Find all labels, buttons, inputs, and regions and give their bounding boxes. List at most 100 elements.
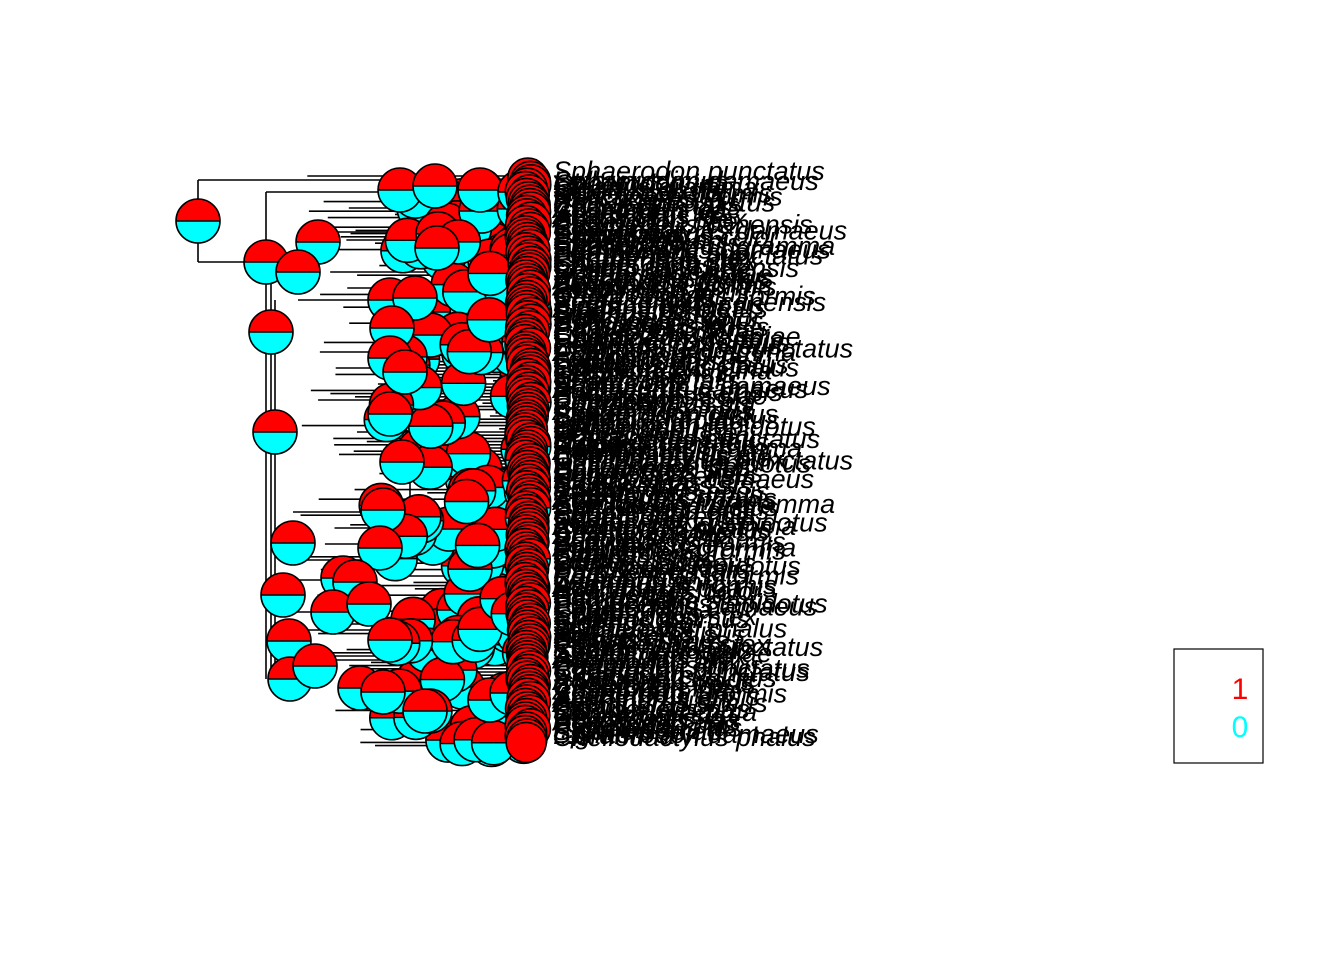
tip-label: Pomacentrus stex xyxy=(553,629,771,659)
internal-node-pie xyxy=(414,225,460,271)
tip-label: Sphaerodon dictus xyxy=(553,492,778,522)
tip-label: Chaetodon dictus xyxy=(553,318,763,348)
tip-label: Pomacentrus lepidotus xyxy=(553,508,828,538)
tip-label: Parupeneus ensis xyxy=(553,477,769,507)
tip-label-legible: ...tus xyxy=(553,408,612,438)
tip-label: Chaetodon imus xyxy=(553,278,750,308)
internal-node-pie xyxy=(248,309,294,355)
tip-label: Lethrinus ani xyxy=(553,343,709,373)
tip-label: Acanthurus phalus xyxy=(551,573,777,603)
internal-node-pies xyxy=(175,163,553,768)
internal-node-pie xyxy=(367,391,413,437)
tip-node-pie xyxy=(505,721,548,764)
tip-label: Chaetodon lepidotus xyxy=(553,551,801,581)
tip-label-legible: ...ia xyxy=(553,510,597,540)
tip-label: Chaetodon ensis xyxy=(553,461,756,491)
internal-node-pie xyxy=(346,581,392,627)
tip-label: Siganus sdiae xyxy=(553,716,723,746)
tip-label: Parupeneus stex xyxy=(553,244,757,274)
internal-node-pie xyxy=(367,617,413,663)
tip-label: Pomacentrus canensis xyxy=(553,287,826,317)
internal-node-pie xyxy=(443,478,490,525)
tip-label: Acanthurus iformis xyxy=(551,570,777,600)
tip-label: Acanthurus stex xyxy=(551,203,748,233)
tip-label: Cheilodactylus phalus xyxy=(553,722,816,752)
internal-node-pie xyxy=(382,349,428,395)
internal-node-pie xyxy=(402,688,448,734)
internal-node-pie xyxy=(252,409,298,455)
tip-label: Sphaerodon sus xyxy=(553,402,750,432)
tip-label: Siganus damaeus xyxy=(553,427,769,457)
tip-label: Pomacentrus sis xyxy=(553,390,753,420)
tip-label: Acanthurus dictus xyxy=(551,293,768,323)
tip-label: Chaetodon ia xyxy=(553,595,714,625)
tip-label-legible: ...ani xyxy=(553,572,613,602)
tip-label-legible: ...sis xyxy=(553,662,609,692)
tip-label: Scarus stex xyxy=(553,393,696,423)
tip-label: Chaetodon ani xyxy=(553,647,730,677)
tip-label: Scarus dae xyxy=(553,474,690,504)
legend-label-state-1: 1 xyxy=(1232,673,1249,706)
tip-label: Acanthurus phalus xyxy=(551,483,777,513)
tip-label: Scarus tus xyxy=(553,564,681,594)
tip-label: Lethrinus ani xyxy=(553,567,709,597)
tip-label: Cheilodactylus damaeus xyxy=(553,216,847,246)
internal-node-pie xyxy=(275,249,321,295)
tip-label: Parupeneus ia xyxy=(553,579,727,609)
tip-label: Halichoeres iformis xyxy=(553,324,783,354)
tip-label: Sphaerodon stex xyxy=(553,601,759,631)
internal-node-pie xyxy=(457,167,503,213)
tip-label: Pomacentrus ina xyxy=(553,315,756,345)
tip-label: Sphaerodon phalus xyxy=(553,613,787,643)
tip-label: Chaetodon pas xyxy=(553,710,736,740)
tip-label: Scarus talis xyxy=(553,582,693,612)
tip-label: Cheilodactylus sdiae xyxy=(553,321,801,351)
tip-label: Acanthurus stex xyxy=(551,436,748,466)
tip-label: Halichoeres ina xyxy=(553,703,739,733)
tip-label: Lethrinus sus xyxy=(553,414,714,444)
tip-label: Parupeneus iformis xyxy=(553,526,786,556)
tip-label: Pomacentrus sis xyxy=(553,470,753,500)
tip-label-legible: ...sus xyxy=(553,680,618,710)
tip-label: Parupeneus dictus xyxy=(553,663,777,693)
tip-label: Cheilodactylus punctatus xyxy=(553,334,853,364)
tip-label: Acanthurus ia xyxy=(551,644,718,674)
tip-label: Siganus stex xyxy=(553,542,709,572)
tip-label: Pomacentrus simus xyxy=(553,328,790,358)
internal-node-pie xyxy=(412,163,458,209)
tip-label: Sphaerodon pas xyxy=(553,452,751,482)
tip-label: Pomacentrus ensis xyxy=(553,377,783,407)
tip-label: Halichoeres talis xyxy=(553,554,751,584)
tip-label: Siganus canensis xyxy=(553,290,765,320)
tip-label: Acanthurus iformis xyxy=(551,486,777,516)
internal-node-pie xyxy=(310,589,356,635)
tip-label: Siganus color xyxy=(553,691,718,721)
tip-label-legible: ...talis xyxy=(553,539,624,569)
tip-label: Scarus ani xyxy=(553,213,682,243)
tip-label: Acanthurus stex xyxy=(551,641,748,671)
tip-label: Chaetodon canensis xyxy=(553,253,799,283)
tip-label: Scarus dictus xyxy=(553,250,715,280)
tip-label: Cheilodactylus iformis xyxy=(553,281,816,311)
tip-label: Scarus ani xyxy=(553,623,682,653)
tip-label: Acanthurus gramma xyxy=(551,533,796,563)
tip-label: Lethrinus ensis xyxy=(553,359,735,389)
tip-label: Siganus simus xyxy=(553,626,729,656)
tip-label: Pomacentrus iformis xyxy=(553,560,799,590)
tip-label: Halichoeres iformis xyxy=(553,182,783,212)
tip-label: Acanthurus ani xyxy=(551,685,734,715)
tip-label: Chaetodon sis xyxy=(553,383,726,413)
tip-label-legible: ...s xyxy=(553,694,589,724)
tip-label: Scarus stex xyxy=(553,505,696,535)
tip-label: Cheilodactylus ani xyxy=(553,439,773,469)
tip-label: Sphaerodon talis xyxy=(553,498,756,528)
tip-label: Halichoeres lepidotus xyxy=(553,449,811,479)
tip-label: Acanthurus pas xyxy=(551,706,741,736)
tip-label: Acanthurus ina xyxy=(551,520,733,550)
tip-label: Halichoeres sdiae xyxy=(553,380,768,410)
tip-label: Chaetodon ensis xyxy=(553,669,756,699)
tip-node-pies xyxy=(504,157,552,764)
tip-label: Chaetodon simus xyxy=(553,480,763,510)
tip-label: Siganus pas xyxy=(553,467,702,497)
